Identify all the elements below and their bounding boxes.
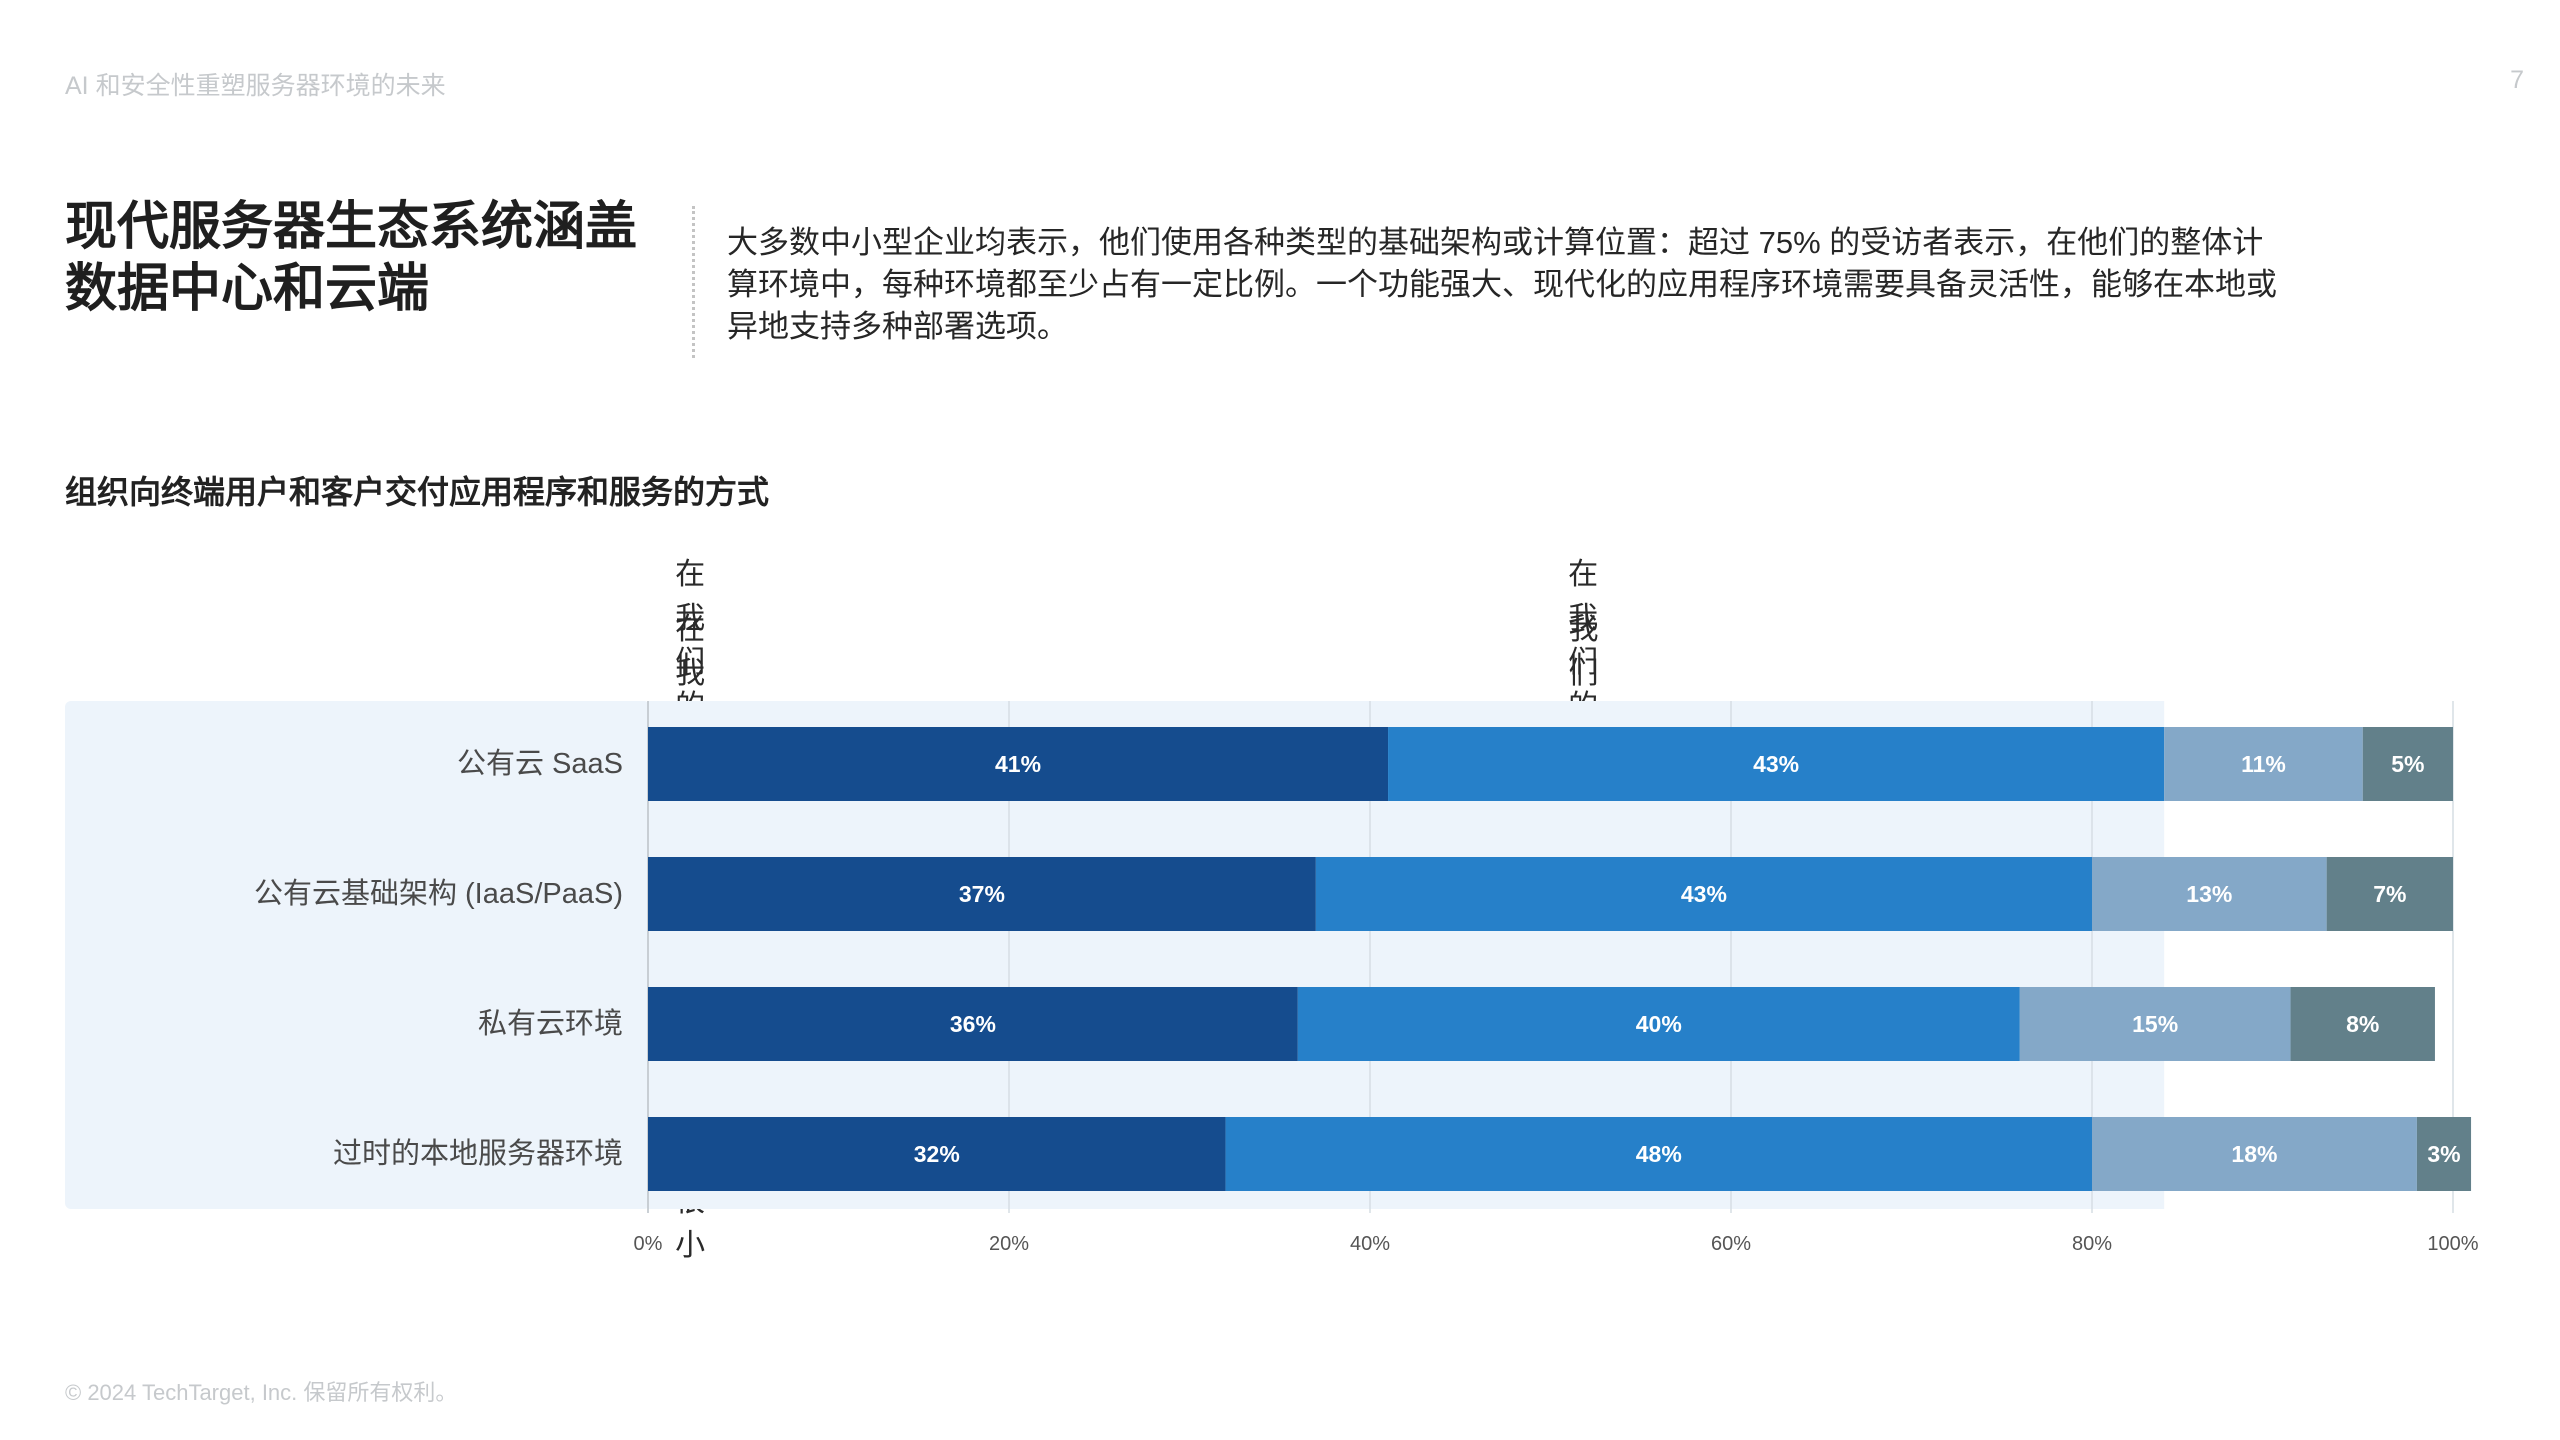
bar-segment bbox=[1388, 727, 2165, 801]
page-heading: 现代服务器生态系统涵盖 数据中心和云端 bbox=[65, 196, 665, 321]
category-label: 公有云 SaaS bbox=[457, 748, 623, 780]
category-label: 私有云环境 bbox=[477, 1008, 623, 1040]
data-label: 36% bbox=[950, 1011, 996, 1037]
bar-segment bbox=[2290, 987, 2435, 1061]
x-tick-label: 80% bbox=[2072, 1233, 2112, 1255]
data-label: 32% bbox=[914, 1141, 960, 1167]
bar-segment bbox=[2326, 857, 2453, 931]
data-label: 37% bbox=[959, 881, 1005, 907]
bar-segment bbox=[1225, 1117, 2092, 1191]
bar-segment bbox=[2092, 857, 2327, 931]
bar-segment bbox=[648, 987, 1298, 1061]
data-label: 5% bbox=[2391, 751, 2424, 777]
data-label: 43% bbox=[1681, 881, 1727, 907]
data-label: 40% bbox=[1636, 1011, 1682, 1037]
data-label: 18% bbox=[2231, 1141, 2277, 1167]
x-tick-label: 100% bbox=[2427, 1233, 2478, 1255]
category-label: 公有云基础架构 (IaaS/PaaS) bbox=[253, 878, 623, 910]
bar-segment bbox=[648, 857, 1316, 931]
x-tick-label: 40% bbox=[1350, 1233, 1390, 1255]
bar-segment bbox=[2092, 1117, 2417, 1191]
data-label: 8% bbox=[2346, 1011, 2379, 1037]
data-label: 15% bbox=[2132, 1011, 2178, 1037]
data-label: 13% bbox=[2186, 881, 2232, 907]
data-label: 3% bbox=[2427, 1141, 2460, 1167]
chart-highlight-panel-labels bbox=[65, 701, 650, 1209]
data-label: 43% bbox=[1753, 751, 1799, 777]
bar-segment bbox=[2164, 727, 2363, 801]
stacked-bar-chart: 0% 20% 40% 60% 80% 100% 41% 43% 11% 5% 37% 43% 13% 7%… bbox=[65, 701, 2479, 1255]
page-heading-line-1: 现代服务器生态系统涵盖 bbox=[65, 198, 638, 256]
page-number: 7 bbox=[2510, 66, 2524, 94]
category-label: 过时的本地服务器环境 bbox=[332, 1138, 623, 1170]
data-label: 7% bbox=[2373, 881, 2406, 907]
bar-segment bbox=[2019, 987, 2291, 1061]
data-label: 41% bbox=[995, 751, 1041, 777]
x-tick-label: 20% bbox=[989, 1233, 1029, 1255]
document-title: AI 和安全性重塑服务器环境的未来 bbox=[65, 72, 446, 100]
data-label: 11% bbox=[2241, 751, 2286, 777]
bar-segment bbox=[1315, 857, 2092, 931]
chart-title: 组织向终端用户和客户交付应用程序和服务的方式 bbox=[65, 474, 770, 510]
x-tick-label: 0% bbox=[634, 1233, 663, 1255]
intro-paragraph: 大多数中小型企业均表示，他们使用各种类型的基础架构或计算位置：超过 75% 的受… bbox=[727, 225, 2277, 344]
bar-segment bbox=[2362, 727, 2453, 801]
copyright-footer: © 2024 TechTarget, Inc. 保留所有权利。 bbox=[65, 1380, 458, 1405]
bar-segment bbox=[648, 1117, 1226, 1191]
x-tick-label: 60% bbox=[1711, 1233, 1751, 1255]
page-heading-line-2: 数据中心和云端 bbox=[65, 260, 430, 319]
bar-segment bbox=[648, 727, 1389, 801]
bar-segment bbox=[1297, 987, 2020, 1061]
dotted-divider bbox=[692, 206, 695, 358]
bar-segment bbox=[2416, 1117, 2472, 1191]
data-label: 48% bbox=[1636, 1141, 1682, 1167]
